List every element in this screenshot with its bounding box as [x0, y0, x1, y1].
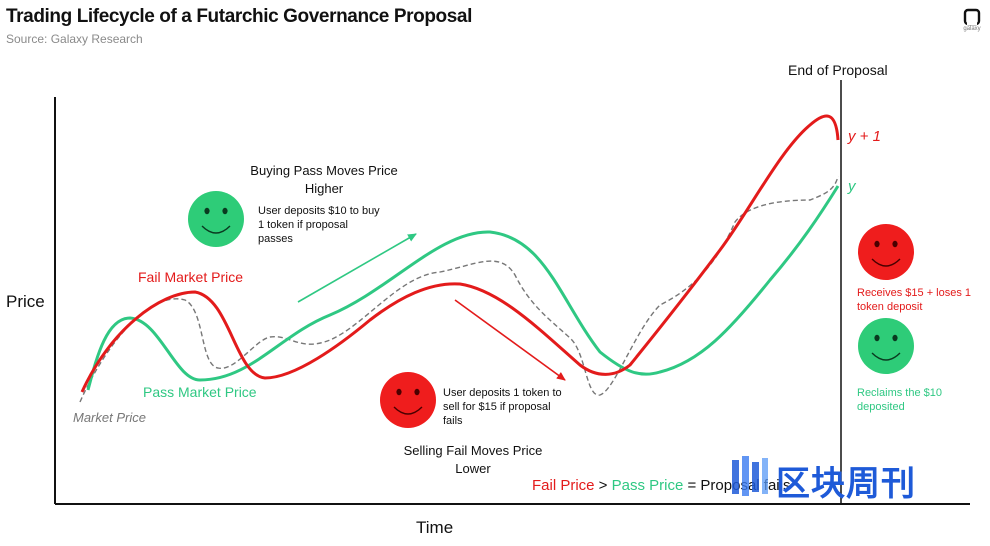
source-caption: Source: Galaxy Research	[6, 32, 143, 46]
logo-wordmark: galaxy	[963, 26, 981, 32]
seller-note-line3: fails	[443, 415, 463, 427]
end-of-proposal-label: End of Proposal	[788, 62, 888, 78]
selling-fail-heading: Selling Fail Moves Price Lower	[378, 442, 568, 478]
buyer-note-line3: passes	[258, 233, 293, 245]
pass-outcome-line2: deposited	[857, 401, 905, 413]
y-label: y	[848, 178, 856, 195]
market-price-label: Market Price	[73, 410, 146, 425]
buying-pass-heading-line2: Higher	[304, 181, 344, 196]
fail-outcome-line1: Receives $15 + loses 1	[857, 287, 972, 299]
header: Trading Lifecycle of a Futarchic Governa…	[6, 6, 472, 46]
selling-fail-arrow	[454, 299, 566, 381]
buying-pass-arrow	[297, 233, 417, 303]
buyer-smiley-icon	[188, 191, 244, 247]
page-title: Trading Lifecycle of a Futarchic Governa…	[6, 6, 472, 27]
seller-note: User deposits 1 token to sell for $15 if…	[443, 386, 562, 428]
buying-pass-heading-line1: Buying Pass Moves Price	[250, 163, 398, 178]
selling-fail-heading-line1: Selling Fail Moves Price	[403, 443, 543, 458]
formula-fail-price: Fail Price	[532, 477, 595, 494]
seller-note-line1: User deposits 1 token to	[443, 387, 562, 399]
watermark: 区块周刊	[730, 448, 970, 508]
buyer-note-line1: User deposits $10 to buy	[258, 205, 380, 217]
y-axis-label: Price	[6, 292, 45, 311]
fail-outcome-line2: token deposit	[857, 301, 923, 313]
pass-outcome-note: Reclaims the $10 deposited	[857, 386, 942, 414]
watermark-logo-icon	[732, 456, 768, 496]
fail-market-price-line	[80, 114, 840, 393]
fail-outcome-smiley-icon	[858, 224, 914, 280]
y-plus-1-label: y + 1	[848, 128, 881, 145]
seller-note-line2: sell for $15 if proposal	[443, 401, 551, 413]
formula-pass-price: Pass Price	[611, 477, 684, 494]
fail-outcome-note: Receives $15 + loses 1 token deposit	[857, 286, 971, 314]
x-axis-label: Time	[416, 518, 454, 537]
galaxy-logo-icon	[963, 8, 981, 26]
pass-outcome-smiley-icon	[858, 318, 914, 374]
pass-market-price-line	[86, 185, 840, 391]
selling-fail-heading-line2: Lower	[455, 461, 491, 476]
buying-pass-heading: Buying Pass Moves Price Higher	[228, 162, 420, 198]
buyer-note-line2: 1 token if proposal	[258, 219, 348, 231]
pass-outcome-line1: Reclaims the $10	[857, 387, 942, 399]
formula-greater-than: >	[594, 477, 612, 494]
buyer-note: User deposits $10 to buy 1 token if prop…	[258, 204, 380, 246]
pass-market-price-label: Pass Market Price	[143, 384, 257, 400]
seller-smiley-icon	[380, 372, 436, 428]
watermark-text: 区块周刊	[776, 464, 916, 504]
fail-market-price-label: Fail Market Price	[138, 269, 244, 285]
